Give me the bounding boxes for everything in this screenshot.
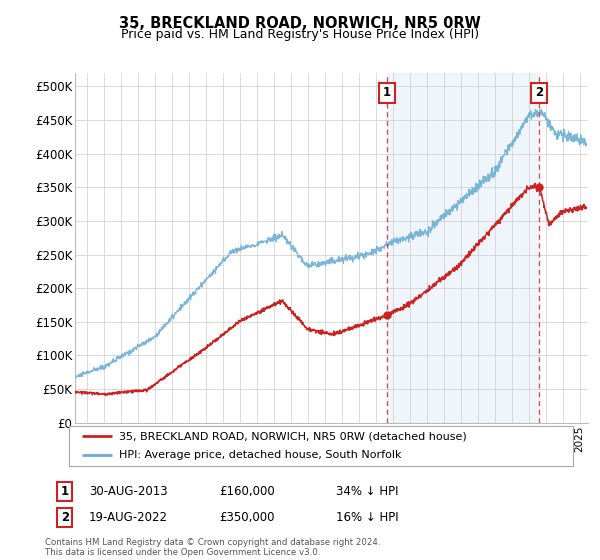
- Text: 16% ↓ HPI: 16% ↓ HPI: [336, 511, 398, 524]
- Text: 1: 1: [61, 485, 69, 498]
- Text: 35, BRECKLAND ROAD, NORWICH, NR5 0RW: 35, BRECKLAND ROAD, NORWICH, NR5 0RW: [119, 16, 481, 31]
- Text: 35, BRECKLAND ROAD, NORWICH, NR5 0RW (detached house): 35, BRECKLAND ROAD, NORWICH, NR5 0RW (de…: [119, 432, 467, 441]
- Text: Price paid vs. HM Land Registry's House Price Index (HPI): Price paid vs. HM Land Registry's House …: [121, 28, 479, 41]
- Text: HPI: Average price, detached house, South Norfolk: HPI: Average price, detached house, Sout…: [119, 450, 402, 460]
- Text: 34% ↓ HPI: 34% ↓ HPI: [336, 485, 398, 498]
- Text: 1: 1: [383, 86, 391, 100]
- Text: 2: 2: [535, 86, 544, 100]
- Text: 2: 2: [61, 511, 69, 524]
- Bar: [387, 73, 539, 423]
- Text: £350,000: £350,000: [219, 511, 275, 524]
- Text: Contains HM Land Registry data © Crown copyright and database right 2024.
This d: Contains HM Land Registry data © Crown c…: [45, 538, 380, 557]
- Text: £160,000: £160,000: [219, 485, 275, 498]
- Text: 19-AUG-2022: 19-AUG-2022: [89, 511, 168, 524]
- Text: 30-AUG-2013: 30-AUG-2013: [89, 485, 167, 498]
